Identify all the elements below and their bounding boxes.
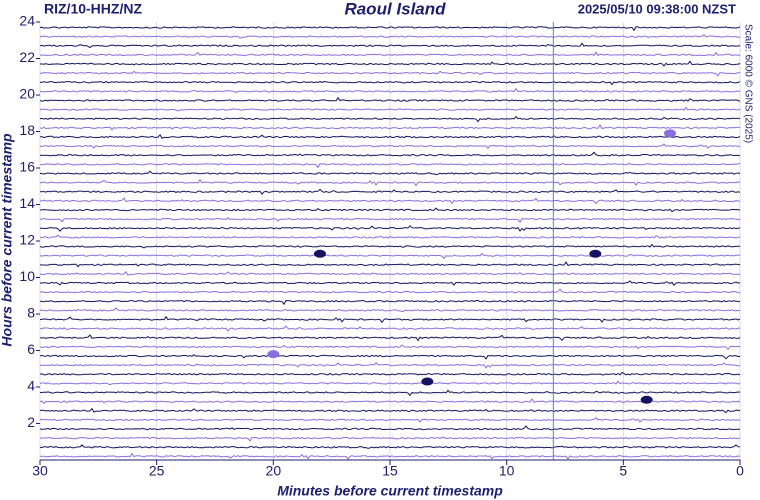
trace [39,143,741,150]
event [267,350,280,359]
trace [39,444,741,449]
y-tick-label: 8 [27,305,35,321]
trace [39,452,741,460]
x-tick-label: 15 [382,463,398,479]
trace [39,299,741,306]
trace [39,197,741,205]
x-tick-label: 25 [149,463,165,479]
trace [40,280,741,286]
trace [39,407,741,414]
trace [40,33,741,39]
event [314,249,326,258]
y-tick-label: 18 [19,122,35,138]
y-tick-label: 12 [19,232,35,248]
trace [39,151,741,157]
trace [39,325,741,332]
trace [40,60,741,67]
event [421,377,434,386]
trace [39,234,741,239]
trace [39,315,741,324]
y-tick-label: 20 [19,86,35,102]
trace [40,436,741,442]
trace [39,344,741,351]
trace [39,178,741,187]
trace [39,270,741,276]
trace [39,380,741,386]
trace [39,288,741,294]
trace [39,163,740,169]
x-axis-label: Minutes before current timestamp [277,483,503,499]
trace [39,188,741,195]
trace [39,217,741,223]
y-tick-label: 4 [27,378,35,394]
trace [40,170,741,176]
trace [39,207,741,213]
trace [39,124,741,131]
trace [39,252,741,260]
trace [40,225,741,232]
event [640,395,653,404]
y-tick-label: 2 [27,414,35,430]
trace [39,243,741,249]
y-tick-label: 16 [19,159,35,175]
trace [39,96,741,102]
trace [39,398,741,405]
y-tick-label: 10 [19,268,35,284]
trace [39,354,741,360]
trace [39,334,741,342]
y-tick-label: 22 [19,49,35,65]
x-tick-label: 5 [619,463,627,479]
x-tick-label: 10 [499,463,515,479]
trace [39,70,740,77]
trace [39,133,741,139]
station: RIZ/10-HHZ/NZ [44,1,142,17]
trace [39,425,741,431]
x-tick-label: 20 [266,463,282,479]
x-tick-label: 0 [736,463,744,479]
x-tick-label: 30 [32,463,48,479]
y-tick-label: 14 [19,195,35,211]
trace [39,51,741,57]
trace [39,307,740,313]
y-axis-label: Hours before current timestamp [0,133,15,347]
scale-note: Scale: 6000 © GNS (2025) [742,24,753,143]
trace [39,80,741,86]
event [589,249,602,258]
trace [39,417,741,423]
trace [39,87,741,93]
trace [39,26,741,32]
trace [40,389,741,397]
trace [39,361,740,369]
y-tick-label: 6 [27,341,35,357]
y-tick-label: 24 [19,13,35,29]
trace [39,42,740,49]
trace [39,106,741,112]
event [664,129,676,138]
trace [39,371,741,376]
trace [39,261,741,268]
chart-title: Raoul Island [344,0,446,18]
timestamp: 2025/05/10 09:38:00 NZST [578,1,736,16]
trace [39,115,741,123]
